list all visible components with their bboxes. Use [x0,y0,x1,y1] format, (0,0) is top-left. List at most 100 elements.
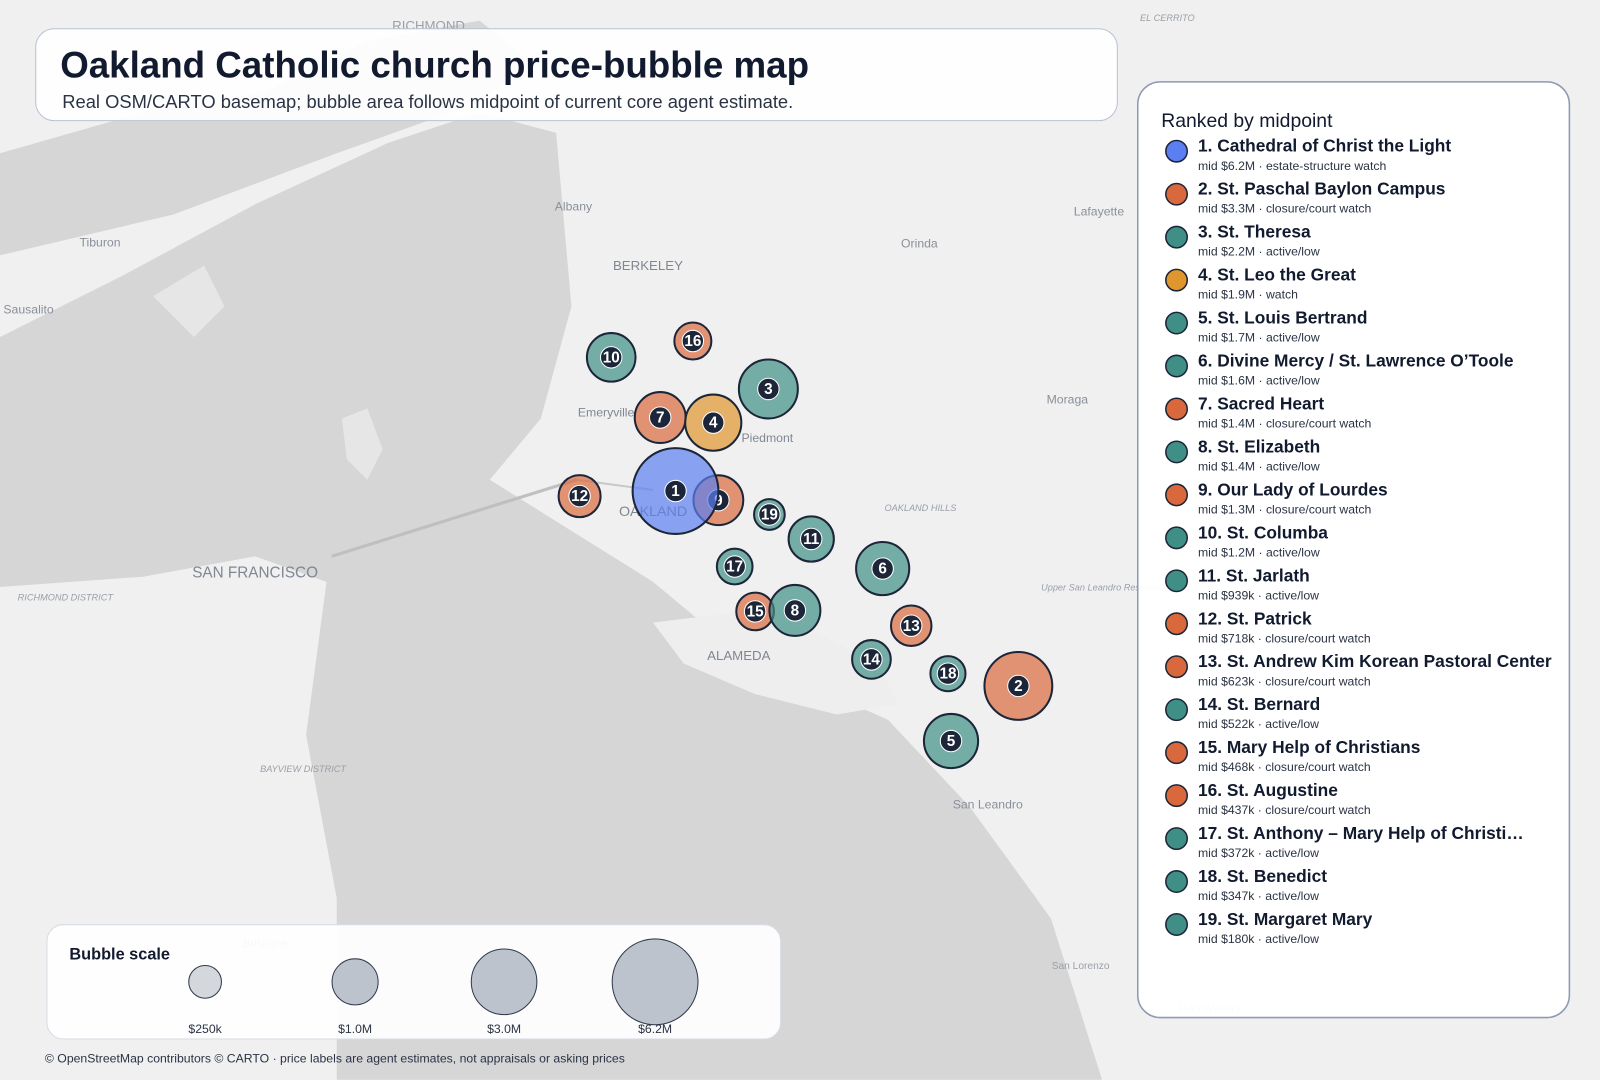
legend-swatch [1165,139,1189,163]
bubble-number: 16 [684,333,701,350]
legend-name: 10. St. Columba [1198,522,1328,542]
legend-name: 9. Our Lady of Lourdes [1198,479,1388,499]
legend-detail: mid $1.4M · active/low [1198,459,1320,473]
legend-swatch [1165,569,1189,593]
legend-name: 5. St. Louis Bertrand [1198,308,1367,328]
bubble-marker [871,557,894,580]
place-label: Moraga [1047,392,1089,406]
legend-detail: mid $437k · closure/court watch [1198,803,1371,817]
place-label: San Lorenzo [1052,961,1110,972]
place-label: Upper San Leandro Reservoir [1041,582,1164,592]
place-label: San Leandro [953,798,1023,812]
bubble-marker [900,614,923,637]
scale-bubble [611,938,699,1026]
legend-swatch [1165,354,1189,378]
legend-name: 2. St. Paschal Baylon Campus [1198,179,1446,199]
legend-name: 16. St. Augustine [1198,780,1338,800]
legend-swatch [1165,311,1189,335]
bubble-number: 4 [709,415,718,432]
bubble-number: 11 [803,531,820,548]
legend-name: 3. St. Theresa [1198,222,1311,242]
legend-name: 1. Cathedral of Christ the Light [1198,136,1451,156]
legend-swatch [1165,182,1189,206]
subtitle: Real OSM/CARTO basemap; bubble area foll… [62,91,793,112]
legend-name: 17. St. Anthony – Mary Help of Christi… [1198,823,1524,843]
bubble-marker [568,484,591,508]
place-label: BAYVIEW DISTRICT [260,764,347,774]
scale-label: $250k [188,1022,222,1036]
angel-island [153,265,225,337]
legend-detail: mid $372k · active/low [1198,846,1319,860]
bubble-marker [800,527,823,551]
bubble-number: 2 [1014,678,1023,695]
bubble-marker [758,503,781,526]
bubble-number: 6 [878,561,887,578]
title: Oakland Catholic church price-bubble map [60,44,809,85]
place-label: ALAMEDA [707,648,770,663]
place-label: Orinda [901,236,938,250]
bubble-number: 15 [747,603,765,620]
legend-name: 4. St. Leo the Great [1198,265,1356,285]
bubble-marker [757,377,780,401]
legend-detail: mid $2.2M · active/low [1198,245,1320,259]
legend-swatch [1165,784,1189,808]
bubble-marker [936,662,960,685]
bubble-marker [702,411,725,434]
place-label: Sausalito [3,303,54,317]
place-label: SAN FRANCISCO [192,565,318,582]
bubble-number: 10 [603,349,620,366]
legend-detail: mid $1.4M · closure/court watch [1198,417,1372,431]
bubble-marker [648,406,672,429]
legend-detail: mid $6.2M · estate-structure watch [1198,159,1387,173]
legend-detail: mid $1.9M · watch [1198,288,1298,302]
place-label: Albany [555,200,593,214]
place-label: Piedmont [742,431,794,445]
bubble-number: 3 [764,381,773,398]
legend-name: 12. St. Patrick [1198,608,1312,628]
legend-detail: mid $939k · active/low [1198,588,1319,602]
place-label: Tiburon [79,235,120,249]
place-label: Lafayette [1074,205,1125,219]
bubble-marker [681,329,705,353]
place-label: OAKLAND HILLS [884,503,957,513]
place-label: Emeryville [578,406,635,420]
legend-detail: mid $1.6M · active/low [1198,374,1320,388]
legend: 1. Cathedral of Christ the Light mid $6.2… [1165,136,1552,946]
legend-swatch [1165,827,1189,851]
bubble-marker [723,555,746,578]
legend-detail: mid $468k · closure/court watch [1198,760,1371,774]
bubble-marker [783,599,807,622]
bubble-number: 14 [863,651,881,668]
legend-detail: mid $347k · active/low [1198,889,1319,903]
legend-swatch [1165,870,1189,894]
bubble-scale: $250k $1.0M $3.0M $6.2M [188,938,699,1036]
scale-label: $1.0M [338,1022,372,1036]
legend-swatch [1165,440,1189,464]
legend-detail: mid $1.7M · active/low [1198,331,1320,345]
bay-water [0,112,1103,1080]
place-label: BERKELEY [613,258,683,273]
alameda-island [653,612,898,715]
legend-name: 8. St. Elizabeth [1198,436,1320,456]
legend-swatch [1165,526,1189,550]
legend-detail: mid $623k · closure/court watch [1198,674,1371,688]
legend-detail: mid $1.3M · closure/court watch [1198,502,1372,516]
bubble-number: 18 [939,666,957,683]
bay-bridge [331,478,577,558]
bubble-marker [600,346,623,369]
legend-detail: mid $522k · active/low [1198,717,1319,731]
legend-swatch [1165,268,1189,292]
legend-detail: mid $1.2M · active/low [1198,545,1320,559]
title-panel [35,28,1118,122]
legend-swatch [1165,698,1189,722]
bubble-number: 12 [571,488,588,505]
legend-detail: mid $718k · closure/court watch [1198,631,1371,645]
legend-name: 13. St. Andrew Kim Korean Pastoral Cente… [1198,651,1552,671]
legend-name: 6. Divine Mercy / St. Lawrence O’Toole [1198,351,1514,371]
bubble-number: 7 [656,410,665,427]
bubble-number: 9 [714,492,723,509]
legend-swatch [1165,655,1189,679]
legend-swatch [1165,741,1189,765]
